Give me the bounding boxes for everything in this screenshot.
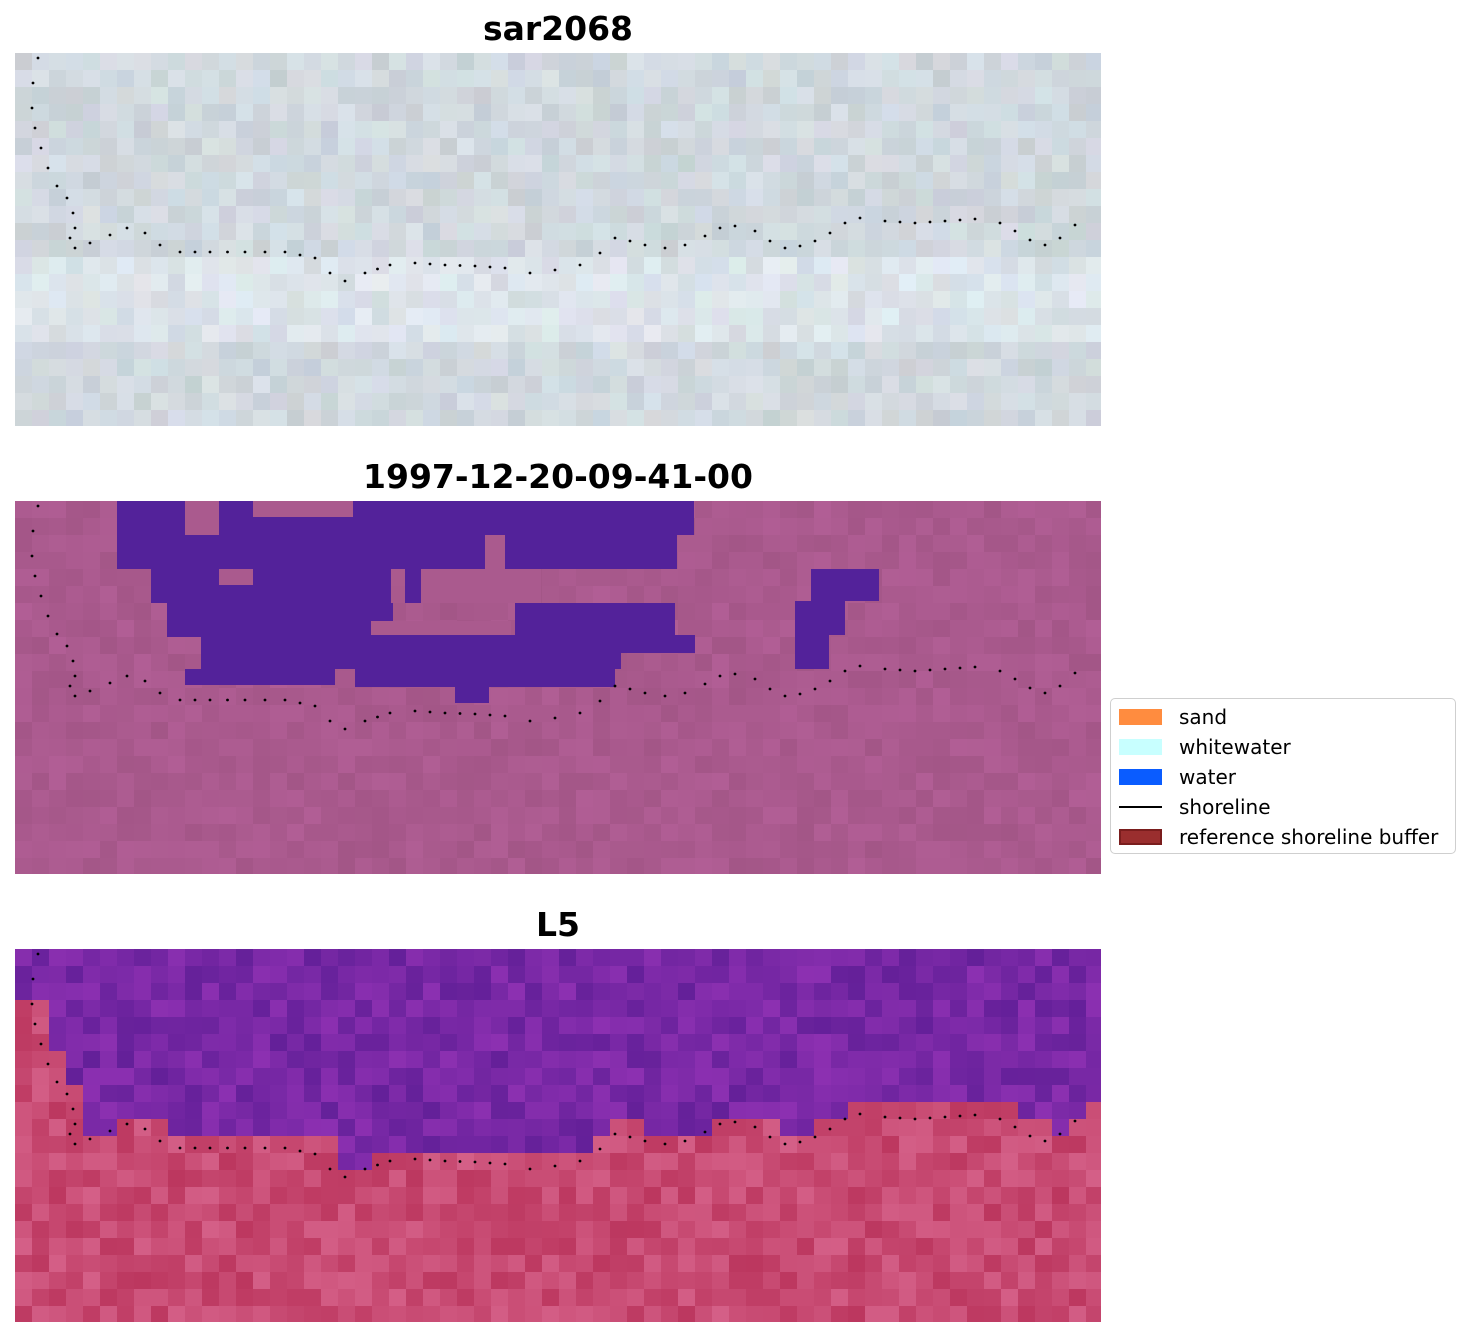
legend-label: reference shoreline buffer — [1179, 825, 1439, 849]
whitewater-swatch — [1119, 739, 1162, 755]
legend-label: whitewater — [1179, 735, 1291, 759]
panel-title-2: 1997-12-20-09-41-00 — [363, 457, 753, 496]
image-panel-1 — [15, 53, 1101, 426]
panel-title-1: sar2068 — [482, 9, 634, 48]
image-panel-3 — [15, 949, 1101, 1322]
classified-image — [15, 501, 1101, 874]
legend-label: sand — [1179, 705, 1228, 729]
panel-title-3: L5 — [536, 905, 580, 944]
rgb-image — [15, 53, 1101, 426]
shoreline-line-swatch — [1119, 806, 1162, 808]
legend-label: shoreline — [1179, 795, 1271, 819]
index-image — [15, 949, 1101, 1322]
sand-swatch — [1119, 709, 1162, 725]
legend: sand whitewater water shoreline referenc… — [1110, 698, 1456, 854]
legend-label: water — [1179, 765, 1236, 789]
buffer-swatch — [1119, 829, 1162, 845]
image-panel-2 — [15, 501, 1101, 874]
water-swatch — [1119, 769, 1162, 785]
